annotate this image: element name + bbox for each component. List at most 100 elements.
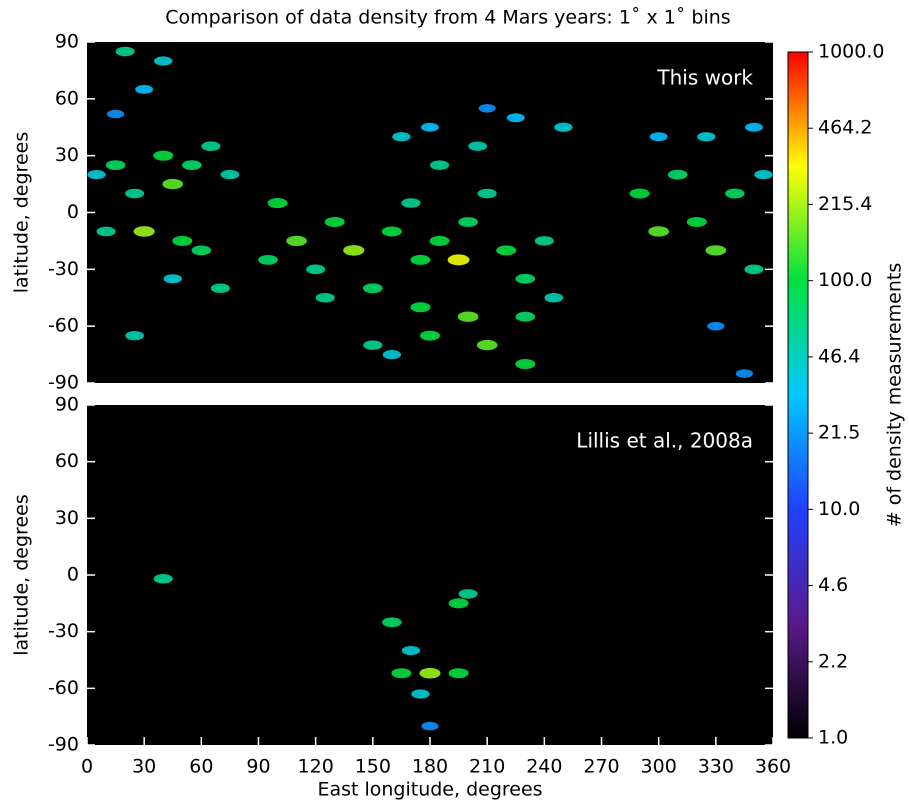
chart-title: Comparison of data density from 4 Mars y… bbox=[165, 7, 730, 29]
y-tick-label: 0 bbox=[67, 201, 79, 223]
x-tick-label: 210 bbox=[469, 756, 505, 778]
colorbar-label: # of density measurements bbox=[884, 263, 906, 527]
density-cell bbox=[697, 132, 716, 142]
x-tick-label: 270 bbox=[583, 756, 619, 778]
x-axis-label: East longitude, degrees bbox=[317, 779, 542, 801]
y-axis-label: latitude, degrees bbox=[11, 132, 33, 293]
density-cell bbox=[363, 283, 383, 294]
density-cell bbox=[648, 226, 670, 237]
density-cell bbox=[667, 169, 688, 180]
density-cell bbox=[476, 339, 498, 351]
density-cell bbox=[392, 132, 411, 142]
density-cell bbox=[705, 245, 727, 256]
density-cell bbox=[478, 104, 496, 113]
y-tick-label: 90 bbox=[55, 31, 79, 53]
x-tick-label: 90 bbox=[246, 756, 270, 778]
density-cell bbox=[686, 216, 707, 227]
plot-area bbox=[87, 42, 773, 383]
density-cell bbox=[447, 254, 470, 266]
density-cell bbox=[115, 46, 135, 57]
density-cell bbox=[135, 84, 154, 94]
annotation: Lillis et al., 2008a bbox=[576, 429, 753, 453]
density-cell bbox=[106, 109, 125, 119]
density-cell bbox=[267, 198, 288, 209]
density-cell bbox=[544, 293, 564, 303]
x-tick-label: 180 bbox=[412, 756, 448, 778]
y-tick-label: -90 bbox=[48, 372, 79, 394]
colorbar-tick-label: 2.2 bbox=[818, 650, 848, 672]
density-cell bbox=[410, 254, 431, 265]
x-tick-label: 150 bbox=[355, 756, 391, 778]
colorbar-tick-label: 1000.0 bbox=[818, 41, 884, 63]
density-cell bbox=[210, 283, 230, 294]
y-tick-label: 30 bbox=[55, 507, 79, 529]
density-cell bbox=[382, 617, 402, 628]
density-cell bbox=[515, 359, 536, 370]
colorbar-tick-label: 46.4 bbox=[818, 345, 860, 367]
colorbar-tick-label: 215.4 bbox=[818, 193, 872, 215]
density-cell bbox=[391, 668, 412, 679]
colorbar-tick-label: 4.6 bbox=[818, 574, 848, 596]
density-cell bbox=[468, 141, 488, 151]
density-cell bbox=[154, 56, 173, 66]
density-cell bbox=[201, 141, 221, 151]
density-cell bbox=[153, 150, 174, 161]
density-cell bbox=[411, 689, 430, 699]
density-cell bbox=[286, 235, 307, 247]
density-cell bbox=[534, 236, 554, 246]
density-cell bbox=[410, 302, 431, 313]
density-cell bbox=[306, 264, 326, 275]
x-tick-label: 360 bbox=[755, 756, 791, 778]
density-cell bbox=[258, 254, 278, 265]
x-tick-label: 300 bbox=[641, 756, 677, 778]
density-cell bbox=[181, 160, 202, 171]
colorbar-tick-label: 464.2 bbox=[818, 117, 872, 139]
density-cell bbox=[421, 721, 439, 731]
density-cell bbox=[382, 349, 402, 360]
density-cell bbox=[515, 273, 536, 284]
density-cell bbox=[153, 573, 173, 584]
density-cell bbox=[554, 122, 573, 132]
density-cell bbox=[448, 598, 469, 609]
plot-area bbox=[87, 405, 773, 745]
colorbar bbox=[787, 51, 809, 739]
density-cell bbox=[315, 292, 335, 303]
density-cell bbox=[419, 667, 441, 679]
density-cell bbox=[458, 589, 478, 599]
density-cell bbox=[191, 245, 212, 256]
density-cell bbox=[133, 226, 155, 237]
colorbar-tick-label: 100.0 bbox=[818, 269, 872, 291]
y-tick-label: -60 bbox=[48, 677, 79, 699]
y-tick-label: 60 bbox=[55, 87, 79, 109]
y-tick-label: -30 bbox=[48, 258, 79, 280]
density-cell bbox=[496, 245, 517, 256]
x-tick-label: 240 bbox=[526, 756, 562, 778]
colorbar-tick-label: 10.0 bbox=[818, 498, 860, 520]
y-axis-label: latitude, degrees bbox=[11, 494, 33, 655]
colorbar-tick-label: 1.0 bbox=[818, 727, 848, 749]
density-cell bbox=[343, 245, 365, 256]
density-cell bbox=[649, 132, 668, 142]
density-cell bbox=[125, 188, 145, 199]
density-cell bbox=[744, 264, 764, 275]
x-tick-label: 330 bbox=[698, 756, 734, 778]
density-cell bbox=[220, 169, 240, 180]
density-cell bbox=[506, 113, 525, 123]
density-cell bbox=[87, 170, 106, 180]
density-cell bbox=[363, 340, 383, 350]
density-cell bbox=[381, 226, 402, 237]
x-tick-label: 120 bbox=[298, 756, 334, 778]
density-cell bbox=[707, 321, 725, 331]
density-cell bbox=[744, 122, 763, 132]
density-cell bbox=[457, 311, 479, 322]
density-cell bbox=[448, 668, 469, 679]
y-tick-label: 30 bbox=[55, 144, 79, 166]
density-cell bbox=[725, 188, 745, 199]
density-cell bbox=[754, 170, 773, 180]
density-cell bbox=[735, 369, 754, 378]
annotation: This work bbox=[656, 66, 753, 90]
density-cell bbox=[477, 188, 497, 199]
density-cell bbox=[96, 226, 116, 237]
y-tick-label: 90 bbox=[55, 394, 79, 416]
